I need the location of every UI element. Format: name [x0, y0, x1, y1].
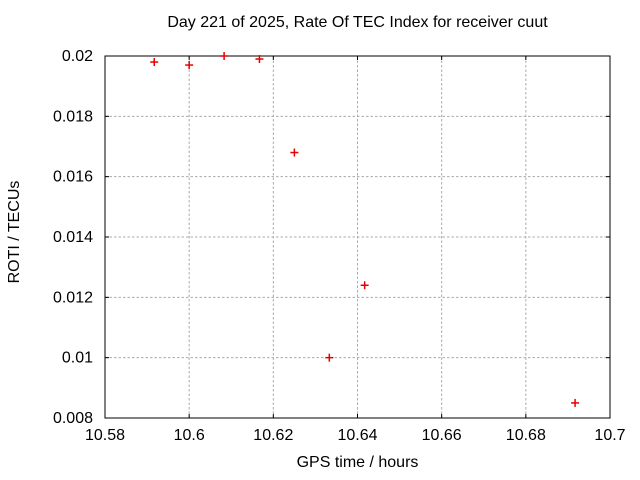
x-tick-label: 10.58: [85, 427, 125, 444]
x-tick-label: 10.7: [594, 427, 625, 444]
chart-title: Day 221 of 2025, Rate Of TEC Index for r…: [167, 14, 548, 31]
y-tick-label: 0.012: [53, 289, 93, 306]
y-tick-label: 0.018: [53, 108, 93, 125]
y-tick-label: 0.01: [62, 350, 93, 367]
x-tick-label: 10.68: [506, 427, 546, 444]
x-tick-label: 10.6: [174, 427, 205, 444]
y-tick-label: 0.016: [53, 169, 93, 186]
x-tick-label: 10.66: [422, 427, 462, 444]
y-tick-label: 0.02: [62, 48, 93, 65]
x-axis-label: GPS time / hours: [296, 454, 419, 471]
y-tick-label: 0.014: [53, 229, 93, 246]
y-tick-label: 0.008: [53, 410, 93, 427]
x-tick-label: 10.62: [253, 427, 293, 444]
x-tick-label: 10.64: [337, 427, 377, 444]
